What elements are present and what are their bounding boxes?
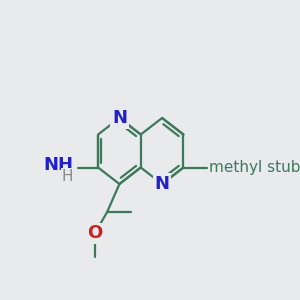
Text: NH: NH <box>43 157 73 175</box>
Text: N: N <box>112 109 127 127</box>
Text: methyl stub: methyl stub <box>209 160 300 175</box>
Text: H: H <box>62 169 73 184</box>
Text: O: O <box>87 224 102 242</box>
Text: N: N <box>154 175 169 193</box>
